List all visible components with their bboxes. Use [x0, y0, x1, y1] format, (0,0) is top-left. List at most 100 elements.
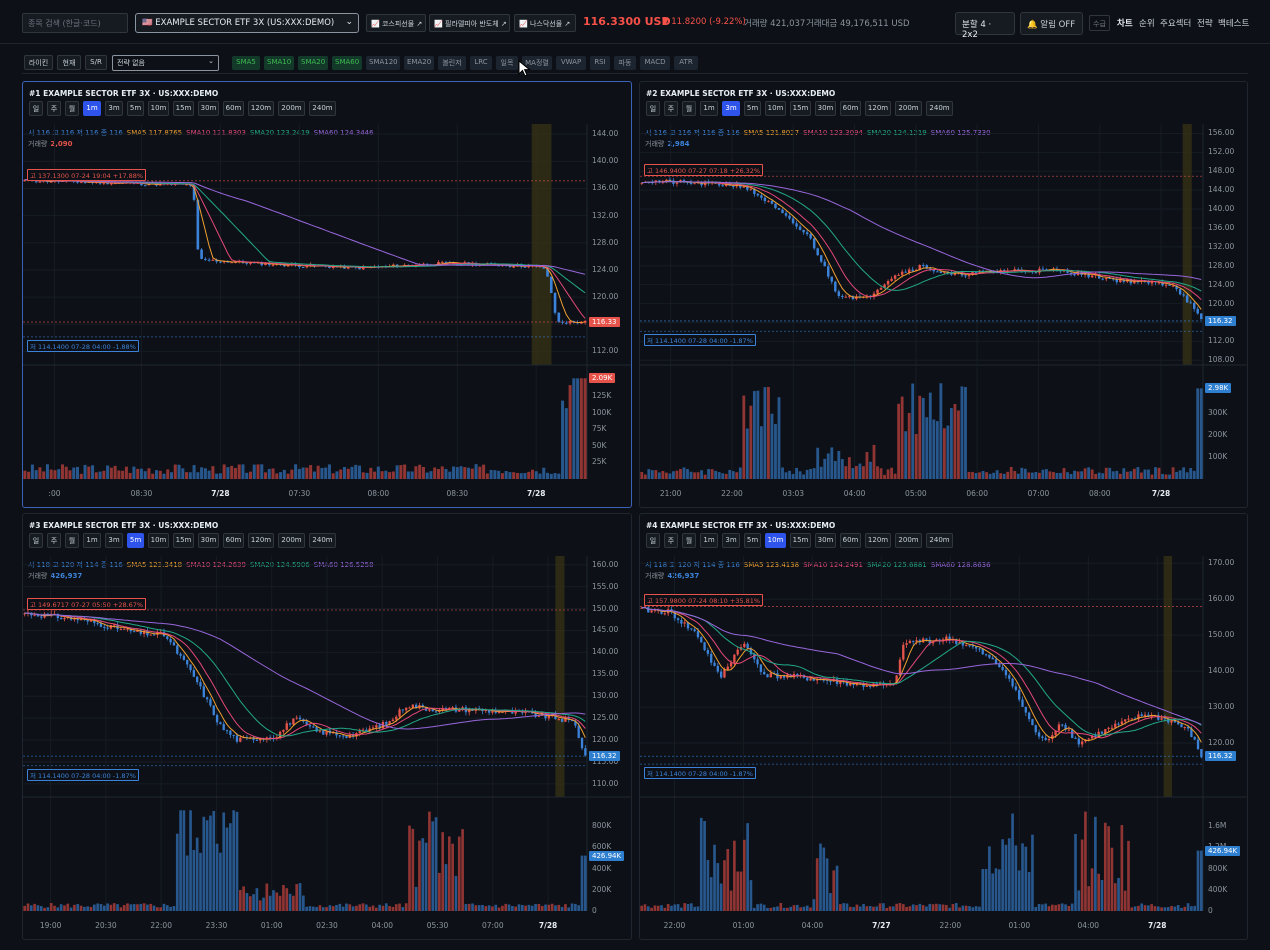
timeframe-60m[interactable]: 60m — [223, 101, 244, 116]
timeframe-월[interactable]: 월 — [65, 533, 79, 548]
timeframe-120m[interactable]: 120m — [248, 533, 274, 548]
current-button[interactable]: 현재 — [57, 55, 81, 70]
indicator-toggle-일목[interactable]: 일목 — [496, 56, 518, 70]
timeframe-120m[interactable]: 120m — [865, 101, 891, 116]
timeframe-60m[interactable]: 60m — [223, 533, 244, 548]
indicator-toggle-vwap[interactable]: VWAP — [556, 56, 586, 70]
timeframe-60m[interactable]: 60m — [840, 533, 861, 548]
timeframe-60m[interactable]: 60m — [840, 101, 861, 116]
indicator-toggle-ma정렬[interactable]: MA정렬 — [522, 56, 552, 70]
volume-bar — [500, 473, 504, 479]
candle-body — [222, 724, 225, 731]
indicator-toggle-lrc[interactable]: LRC — [470, 56, 492, 70]
timeframe-240m[interactable]: 240m — [309, 101, 336, 116]
timeframe-주[interactable]: 주 — [47, 533, 61, 548]
nav-strategy[interactable]: 전략 — [1197, 19, 1213, 29]
timeframe-월[interactable]: 월 — [65, 101, 79, 116]
alarm-toggle[interactable]: 🔔 알림 OFF — [1020, 12, 1083, 35]
timeframe-240m[interactable]: 240m — [309, 533, 336, 548]
timeframe-200m[interactable]: 200m — [895, 101, 922, 116]
timeframe-15m[interactable]: 15m — [790, 533, 811, 548]
timeframe-1m[interactable]: 1m — [83, 101, 101, 116]
nav-sectors[interactable]: 주요섹터 — [1160, 19, 1192, 29]
timeframe-30m[interactable]: 30m — [198, 101, 219, 116]
timeframe-일[interactable]: 일 — [29, 101, 43, 116]
timeframe-5m[interactable]: 5m — [127, 101, 144, 116]
indicator-toggle-rsi[interactable]: RSI — [590, 56, 610, 70]
chart-panel-3[interactable]: #3 EXAMPLE SECTOR ETF 3X · US:XXX:DEMO 일 주… — [22, 513, 632, 940]
indicator-toggle-sma10[interactable]: SMA10 — [264, 56, 294, 70]
timeframe-10m[interactable]: 10m — [765, 101, 786, 116]
sox-link[interactable]: 📈 필라델피아 반도체 ↗ — [429, 14, 510, 32]
timeframe-일[interactable]: 일 — [646, 533, 660, 548]
timeframe-120m[interactable]: 120m — [248, 101, 274, 116]
volume-bar — [851, 468, 855, 479]
kospi-futures-link[interactable]: 📈 코스피선물 ↗ — [366, 14, 426, 32]
timeframe-10m[interactable]: 10m — [765, 533, 786, 548]
timeframe-240m[interactable]: 240m — [926, 533, 953, 548]
indicator-toggle-sma20[interactable]: SMA20 — [298, 56, 328, 70]
chart-panel-2[interactable]: #2 EXAMPLE SECTOR ETF 3X · US:XXX:DEMO 일 주… — [639, 81, 1248, 508]
timeframe-5m[interactable]: 5m — [744, 101, 761, 116]
timeframe-10m[interactable]: 10m — [148, 101, 169, 116]
candle-body — [305, 266, 309, 268]
volume-bar — [265, 883, 269, 911]
timeframe-일[interactable]: 일 — [29, 533, 43, 548]
timeframe-15m[interactable]: 15m — [173, 101, 194, 116]
timeframe-3m[interactable]: 3m — [722, 101, 740, 116]
strategy-select[interactable]: 전략 없음 ⌄ — [112, 55, 219, 71]
timeframe-월[interactable]: 월 — [682, 533, 696, 548]
timeframe-200m[interactable]: 200m — [278, 101, 305, 116]
low-tag: 저 114.1400 07-28 04:00 -1.87% — [644, 334, 756, 347]
timeframe-1m[interactable]: 1m — [83, 533, 101, 548]
nav-rank[interactable]: 순위 — [1139, 19, 1155, 29]
symbol-select[interactable]: 🇺🇸 EXAMPLE SECTOR ETF 3X (US:XXX:DEMO) ⌄ — [135, 13, 359, 33]
nav-chart[interactable]: 차트 — [1117, 19, 1133, 29]
timeframe-주[interactable]: 주 — [664, 533, 678, 548]
volume-bar — [365, 904, 368, 911]
indicator-toggle-macd[interactable]: MACD — [640, 56, 670, 70]
timeframe-120m[interactable]: 120m — [865, 533, 891, 548]
timeframe-주[interactable]: 주 — [47, 101, 61, 116]
price-chart — [23, 124, 631, 479]
timeframe-5m[interactable]: 5m — [744, 533, 761, 548]
candle-body — [398, 709, 401, 717]
timeframe-3m[interactable]: 3m — [722, 533, 740, 548]
candle-body — [523, 266, 527, 268]
line-button[interactable]: 라이킨 — [24, 55, 53, 70]
timeframe-10m[interactable]: 10m — [148, 533, 169, 548]
timeframe-월[interactable]: 월 — [682, 101, 696, 116]
indicator-toggle-볼린저[interactable]: 볼린저 — [438, 56, 466, 70]
timeframe-1m[interactable]: 1m — [700, 533, 718, 548]
indicator-toggle-atr[interactable]: ATR — [674, 56, 698, 70]
timeframe-3m[interactable]: 3m — [105, 533, 123, 548]
timeframe-15m[interactable]: 15m — [173, 533, 194, 548]
indicator-toggle-sma120[interactable]: SMA120 — [366, 56, 400, 70]
nav-backtest[interactable]: 백테스트 — [1218, 19, 1250, 29]
indicator-toggle-sma5[interactable]: SMA5 — [232, 56, 260, 70]
timeframe-240m[interactable]: 240m — [926, 101, 953, 116]
timeframe-200m[interactable]: 200m — [895, 533, 922, 548]
split-layout-button[interactable]: 분할 4 · 2x2 — [955, 12, 1015, 40]
candle-body — [335, 732, 338, 736]
sr-button[interactable]: S/R — [85, 55, 107, 70]
timeframe-30m[interactable]: 30m — [815, 533, 836, 548]
timeframe-3m[interactable]: 3m — [105, 101, 123, 116]
volume-bar — [547, 904, 551, 911]
supply-demand-button[interactable]: 수급 — [1089, 15, 1110, 31]
timeframe-1m[interactable]: 1m — [700, 101, 718, 116]
search-input[interactable]: 종목 검색 (한글·코드) — [22, 13, 128, 33]
timeframe-주[interactable]: 주 — [664, 101, 678, 116]
timeframe-30m[interactable]: 30m — [815, 101, 836, 116]
timeframe-15m[interactable]: 15m — [790, 101, 811, 116]
chart-panel-4[interactable]: #4 EXAMPLE SECTOR ETF 3X · US:XXX:DEMO 일 주… — [639, 513, 1248, 940]
nasdaq-futures-link[interactable]: 📈 나스닥선물 ↗ — [514, 14, 576, 32]
timeframe-5m[interactable]: 5m — [127, 533, 144, 548]
indicator-toggle-파동[interactable]: 파동 — [614, 56, 636, 70]
timeframe-200m[interactable]: 200m — [278, 533, 305, 548]
indicator-toggle-ema20[interactable]: EMA20 — [404, 56, 434, 70]
timeframe-일[interactable]: 일 — [646, 101, 660, 116]
timeframe-30m[interactable]: 30m — [198, 533, 219, 548]
indicator-toggle-sma60[interactable]: SMA60 — [332, 56, 362, 70]
chart-panel-1[interactable]: #1 EXAMPLE SECTOR ETF 3X · US:XXX:DEMO 일 주… — [22, 81, 632, 508]
